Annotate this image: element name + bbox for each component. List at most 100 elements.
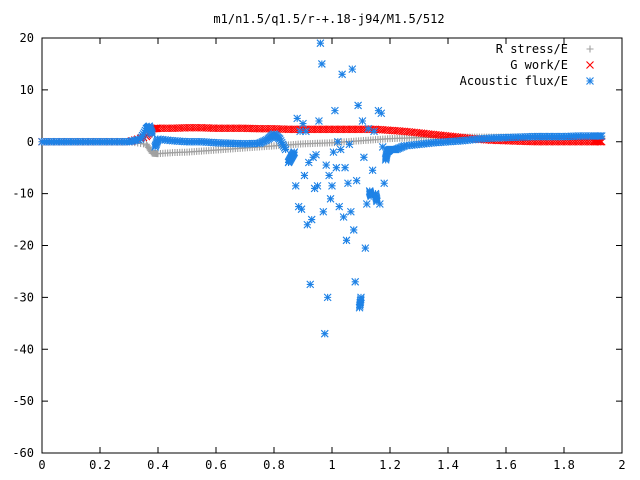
cross-point <box>279 125 288 134</box>
star-point <box>306 280 315 289</box>
star-point <box>326 194 335 203</box>
y-tick-label: -20 <box>12 239 34 253</box>
plus-point <box>586 45 594 53</box>
star-point <box>332 163 341 172</box>
star-point <box>293 114 302 123</box>
cross-point <box>221 124 230 133</box>
star-point <box>586 132 595 140</box>
cross-point <box>163 124 172 133</box>
star-point <box>456 136 464 145</box>
star-point <box>307 215 316 224</box>
x-tick-label: 2 <box>618 458 625 472</box>
star-point <box>122 137 131 146</box>
y-tick-label: 20 <box>20 31 34 45</box>
cross-point <box>323 125 332 134</box>
star-point <box>300 171 309 180</box>
x-tick-label: 1.6 <box>495 458 517 472</box>
star-point <box>289 149 298 157</box>
star-point <box>354 101 362 110</box>
star-point <box>341 163 349 172</box>
y-tick-label: 0 <box>27 135 34 149</box>
star-point <box>358 117 367 125</box>
axes: 0 0.2 0.4 0.6 0.8 1 1.2 1.4 1.6 1.8 2 20 10 0 -10 -20 -3… <box>12 31 625 472</box>
star-point <box>180 137 189 146</box>
star-point <box>499 133 508 142</box>
star-point <box>319 207 328 216</box>
star-point <box>280 143 289 152</box>
star-point <box>338 70 347 79</box>
star-point <box>370 127 378 136</box>
star-point <box>514 133 522 142</box>
star-point <box>557 132 566 141</box>
cross-point <box>178 124 187 132</box>
star-point <box>364 124 373 133</box>
star-point <box>64 137 73 146</box>
cross-point <box>236 124 245 133</box>
x-tick-label: 0 <box>38 458 45 472</box>
plus-point <box>146 146 154 154</box>
star-point <box>325 171 333 180</box>
star-point <box>329 148 338 157</box>
star-point <box>399 142 407 151</box>
star-point <box>377 109 386 118</box>
star-point <box>262 135 271 144</box>
cross-point <box>352 125 361 134</box>
x-tick-label: 0.2 <box>89 458 111 472</box>
star-point <box>586 77 594 85</box>
data-marks <box>38 39 606 338</box>
cross-point <box>424 130 433 138</box>
star-point <box>302 127 310 136</box>
star-point <box>367 191 375 200</box>
star-point <box>313 181 322 190</box>
star-point <box>375 200 384 208</box>
star-point <box>322 161 331 169</box>
y-tick-label: -10 <box>12 187 34 201</box>
star-point <box>349 226 358 234</box>
legend-label: Acoustic flux/E <box>460 74 568 88</box>
star-point <box>345 140 354 149</box>
star-point <box>147 128 156 137</box>
star-point <box>328 181 336 190</box>
star-point <box>316 39 325 48</box>
star-point <box>485 134 493 143</box>
star-point <box>390 145 399 154</box>
star-point <box>333 137 342 146</box>
star-point <box>297 205 306 214</box>
cross-point <box>153 124 161 133</box>
star-point <box>356 295 365 303</box>
star-point <box>253 139 261 148</box>
x-tick-label: 1.4 <box>437 458 459 472</box>
cross-point <box>586 61 594 69</box>
star-point <box>394 144 403 153</box>
star-point <box>397 143 406 151</box>
cross-point <box>207 124 216 132</box>
star-point <box>291 181 300 190</box>
cross-point <box>593 137 602 146</box>
star-point <box>108 137 116 146</box>
star-point <box>378 143 387 151</box>
star-point <box>596 132 605 140</box>
star-point <box>361 244 370 252</box>
x-tick-label: 1 <box>328 458 335 472</box>
y-tick-label: -60 <box>12 446 34 460</box>
star-point <box>339 213 348 221</box>
cross-point <box>250 124 259 133</box>
legend-label: R stress/E <box>496 42 568 56</box>
star-point <box>303 220 312 229</box>
star-point <box>299 119 307 128</box>
star-point <box>335 202 344 211</box>
series-2 <box>38 39 606 338</box>
cross-point <box>439 131 448 140</box>
chart-title: m1/n1.5/q1.5/r-+.18-j94/M1.5/512 <box>213 12 444 26</box>
x-tick-label: 0.6 <box>205 458 227 472</box>
star-point <box>543 132 551 141</box>
star-point <box>470 135 479 144</box>
star-point <box>572 132 580 141</box>
star-point <box>346 207 355 216</box>
star-point <box>238 139 247 148</box>
star-point <box>372 196 381 204</box>
star-point <box>153 136 162 145</box>
star-point <box>209 138 218 147</box>
